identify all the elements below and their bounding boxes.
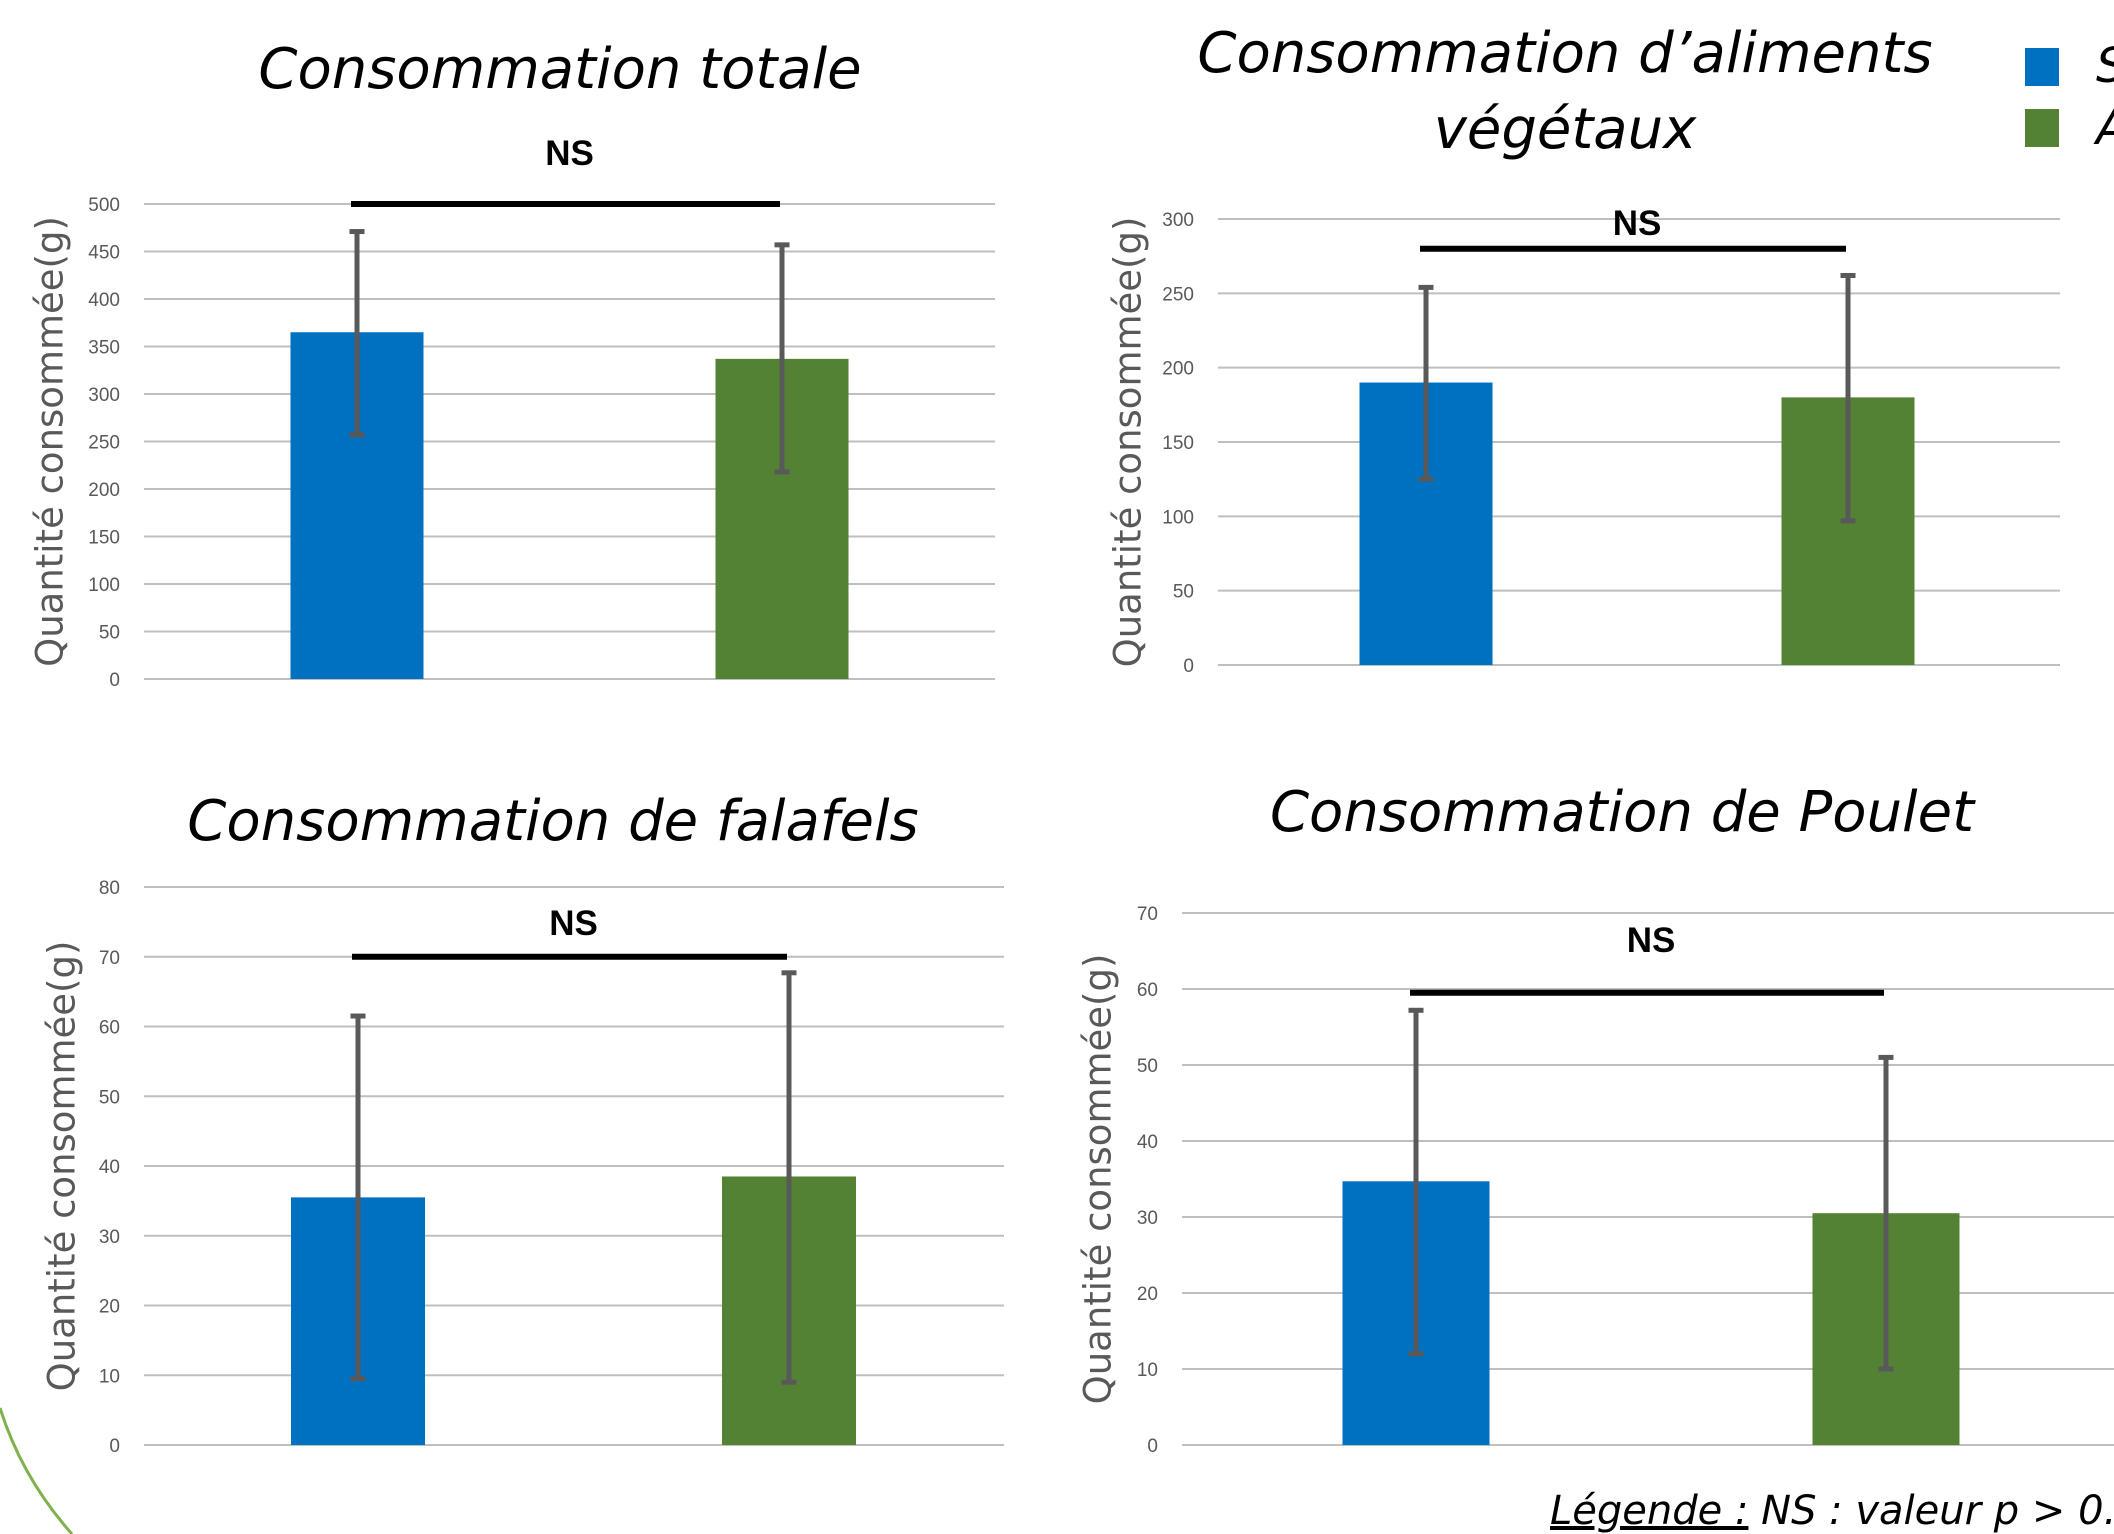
footnote-text: NS : valeur p > 0.05 — [1748, 1488, 2114, 1534]
y-tick-label: 200 — [1162, 359, 1194, 380]
legend-swatch-a — [2025, 109, 2059, 147]
y-tick-label: 20 — [1137, 1284, 1158, 1305]
decorative-arc — [0, 1407, 74, 1534]
significance-label: NS — [549, 904, 598, 943]
legend-swatch-s — [2025, 48, 2059, 86]
y-tick-label: 250 — [1162, 284, 1194, 305]
chart-title: Consommation totale — [258, 37, 861, 102]
significance-label: NS — [1627, 921, 1676, 960]
footnote-prefix: Légende : — [1550, 1488, 1748, 1534]
y-tick-label: 0 — [1147, 1436, 1158, 1457]
y-tick-label: 40 — [1137, 1132, 1158, 1153]
y-tick-label: 0 — [109, 670, 120, 691]
significance-label: NS — [1613, 204, 1662, 243]
chart-title: végétaux — [1434, 97, 1697, 162]
y-tick-label: 150 — [88, 528, 120, 549]
legend-label-a: A — [2093, 100, 2114, 156]
y-tick-label: 100 — [88, 575, 120, 596]
y-tick-label: 0 — [109, 1436, 120, 1457]
y-tick-label: 350 — [88, 338, 120, 359]
significance-label: NS — [545, 134, 594, 173]
y-tick-label: 50 — [99, 623, 120, 644]
chart-1: 0 50 100 150 200 250 300 350 400 450 500 NS Consomma… — [29, 37, 995, 691]
chart-2: 0 50 100 150 200 250 300 NS Consommation d’alime… — [1107, 21, 2060, 677]
y-tick-label: 10 — [1137, 1360, 1158, 1381]
chart-3: 0 10 20 30 40 50 60 70 80 NS Consommation de falaf… — [41, 789, 1004, 1457]
y-tick-label: 150 — [1162, 433, 1194, 454]
y-tick-label: 100 — [1162, 507, 1194, 528]
y-tick-label: 200 — [88, 480, 120, 501]
y-axis-label: Quantité consommée(g) — [1077, 954, 1120, 1405]
chart-title: Consommation de falafels — [187, 789, 918, 854]
y-tick-label: 80 — [99, 878, 120, 899]
y-tick-label: 50 — [1137, 1056, 1158, 1077]
y-tick-label: 300 — [88, 385, 120, 406]
y-axis-label: Quantité consommée(g) — [1107, 217, 1150, 668]
y-tick-label: 10 — [99, 1366, 120, 1387]
y-tick-label: 40 — [99, 1157, 120, 1178]
y-tick-label: 0 — [1183, 656, 1194, 677]
y-axis-label: Quantité consommée(g) — [41, 941, 84, 1392]
legend-label-s: S — [2096, 38, 2114, 94]
y-tick-label: 60 — [99, 1018, 120, 1039]
chart-title: Consommation d’aliments — [1197, 21, 1932, 86]
y-tick-label: 60 — [1137, 980, 1158, 1001]
legend: S A — [2025, 38, 2114, 156]
y-tick-label: 450 — [88, 243, 120, 264]
y-tick-label: 400 — [88, 290, 120, 311]
y-tick-label: 70 — [1137, 904, 1158, 925]
chart-title: Consommation de Poulet — [1270, 780, 1976, 845]
y-axis-label: Quantité consommée(g) — [29, 216, 72, 667]
y-tick-label: 70 — [99, 948, 120, 969]
y-tick-label: 50 — [1173, 582, 1194, 603]
charts-group: 050100150200250300350400450500NSConsomma… — [29, 21, 2114, 1457]
y-tick-label: 250 — [88, 433, 120, 454]
y-tick-label: 30 — [99, 1227, 120, 1248]
y-tick-label: 50 — [99, 1087, 120, 1108]
footnote: Légende : NS : valeur p > 0.05 — [1550, 1488, 2114, 1534]
y-tick-label: 500 — [88, 195, 120, 216]
chart-4: 0 10 20 30 40 50 60 70 NS Consommation de Poulet Q… — [1077, 780, 2114, 1457]
y-tick-label: 30 — [1137, 1208, 1158, 1229]
y-tick-label: 20 — [99, 1297, 120, 1318]
y-tick-label: 300 — [1162, 210, 1194, 231]
